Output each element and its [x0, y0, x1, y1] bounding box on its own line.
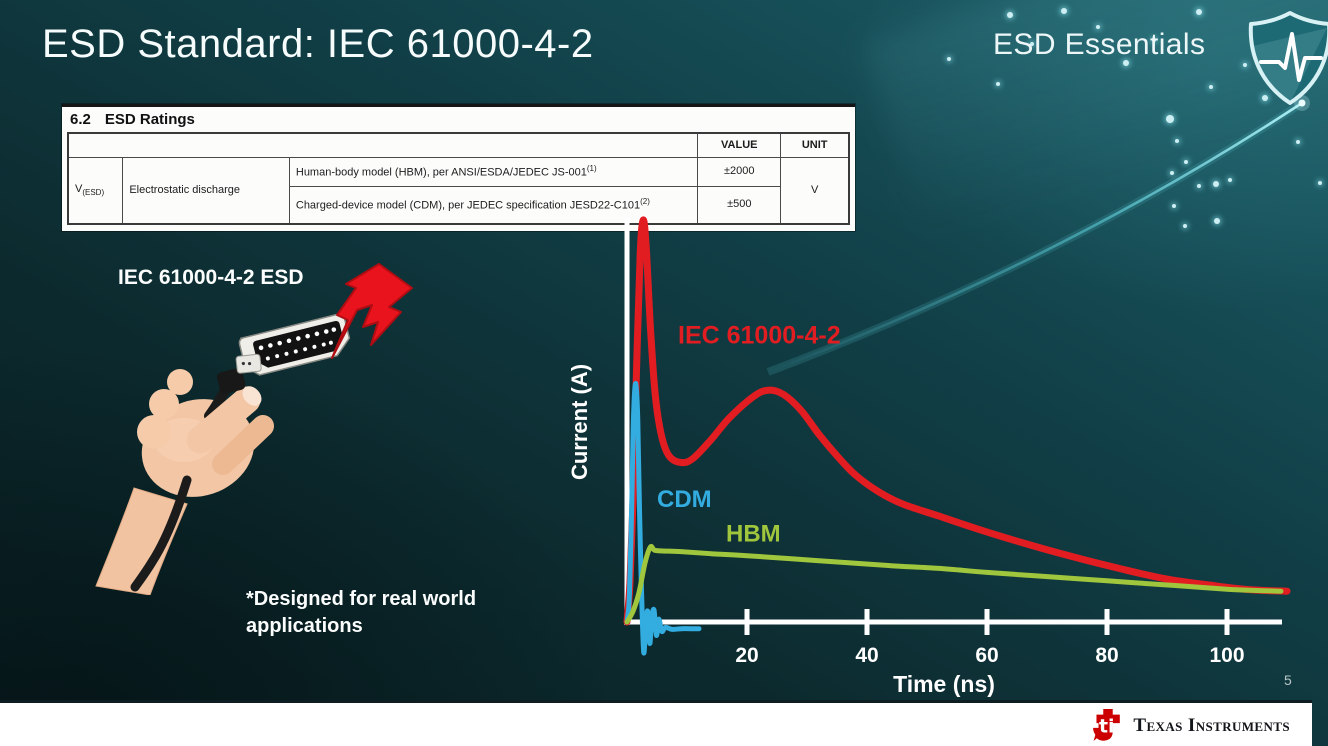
fingernail — [242, 386, 262, 406]
x-tick-label: 100 — [1209, 644, 1244, 667]
ti-bug-icon: ti — [1093, 709, 1121, 741]
lightning-bolt-icon — [331, 263, 413, 359]
sparkle-dot — [1209, 85, 1213, 89]
sparkle-dot — [1061, 8, 1067, 14]
row-value: ±500 — [697, 186, 782, 225]
series-label-IEC 61000-4-2: IEC 61000-4-2 — [678, 321, 841, 349]
esd-ratings-table: VALUE UNIT V(ESD) Electrostatic discharg… — [67, 132, 850, 225]
sparkle-dot — [1296, 140, 1300, 144]
y-axis-label: Current (A) — [567, 364, 592, 480]
sparkle-dot — [1152, 38, 1156, 42]
param-symbol: V(ESD) — [67, 157, 124, 225]
hdmi-cable — [130, 475, 192, 592]
value-header: VALUE — [697, 132, 782, 158]
sparkle-dot — [1262, 95, 1268, 101]
row-description: Charged-device model (CDM), per JEDEC sp… — [288, 186, 699, 225]
hdmi-connector-icon — [216, 313, 351, 394]
x-axis-label: Time (ns) — [893, 671, 995, 697]
table-row: V(ESD) Electrostatic discharge Human-bod… — [67, 157, 850, 225]
sparkle-dot — [1123, 60, 1129, 66]
forearm — [95, 487, 188, 595]
sparkle-dot — [1172, 204, 1176, 208]
x-tick-label: 20 — [735, 644, 758, 667]
sparkle-dot — [1184, 160, 1188, 164]
esd-waveform-chart: 20 40 60 80 100 Time (ns) Current (A) IEC 61000… — [567, 216, 1291, 697]
sparkle-dot — [1196, 9, 1202, 15]
esd-shield-icon — [1248, 11, 1328, 105]
datasheet-snippet: 6.2 ESD Ratings VALUE UNIT V(ESD) Electro… — [62, 104, 855, 231]
footer-bar: ti Texas Instruments — [0, 700, 1312, 746]
thumb — [212, 415, 274, 475]
index-finger — [186, 386, 261, 454]
knuckle — [137, 415, 171, 449]
empty-header-cell — [67, 132, 699, 158]
sparkle-dot — [1030, 42, 1034, 46]
param-name: Electrostatic discharge — [122, 157, 290, 225]
series-label-HBM: HBM — [726, 521, 781, 548]
sparkle-dot — [1228, 178, 1232, 182]
ti-logo: ti Texas Instruments — [1092, 709, 1290, 743]
hand-esd-illustration — [95, 263, 413, 595]
sparkle-dot — [1175, 139, 1179, 143]
x-tick-label: 40 — [855, 644, 878, 667]
x-tick-label: 80 — [1095, 644, 1118, 667]
section-name: ESD Ratings — [104, 111, 195, 128]
x-tick-label: 60 — [975, 644, 998, 667]
series-CDM — [624, 380, 702, 656]
sparkle-dot — [1170, 171, 1174, 175]
svg-text:ti: ti — [1099, 716, 1115, 738]
unit-header: UNIT — [780, 132, 850, 158]
sparkle-dot — [1096, 25, 1100, 29]
unit-cell: V — [780, 157, 850, 225]
footnote: *Designed for real world applications — [246, 588, 477, 637]
program-name: ESD Essentials — [993, 28, 1206, 61]
row-description: Human-body model (HBM), per ANSI/ESDA/JE… — [288, 157, 699, 187]
sparkle-dot — [1197, 184, 1201, 188]
page-title: ESD Standard: IEC 61000-4-2 — [42, 22, 594, 66]
series-label-CDM: CDM — [657, 486, 712, 513]
table-section-title: 6.2 ESD Ratings — [70, 111, 850, 128]
knuckle — [149, 389, 179, 419]
series-HBM — [624, 543, 1284, 625]
section-number: 6.2 — [70, 111, 91, 128]
page-number: 5 — [1284, 672, 1292, 688]
sparkle-dot — [947, 57, 951, 61]
table-row: Charged-device model (CDM), per JEDEC sp… — [68, 186, 849, 225]
illustration-caption: IEC 61000-4-2 ESD — [118, 266, 304, 289]
sparkle-dot — [1214, 218, 1220, 224]
series-IEC 61000-4-2 — [623, 216, 1291, 626]
sparkle-dot — [996, 82, 1000, 86]
row-value: ±2000 — [697, 157, 782, 187]
sparkle-dot — [1318, 181, 1322, 185]
brand-wordmark: Texas Instruments — [1133, 715, 1290, 736]
sparkle-dot — [1007, 12, 1013, 18]
sparkle-dot — [1243, 63, 1247, 67]
sparkle-dot — [1166, 115, 1174, 123]
knuckle — [167, 369, 193, 395]
sparkle-dot — [1213, 181, 1219, 187]
sparkle-dot — [1183, 224, 1187, 228]
